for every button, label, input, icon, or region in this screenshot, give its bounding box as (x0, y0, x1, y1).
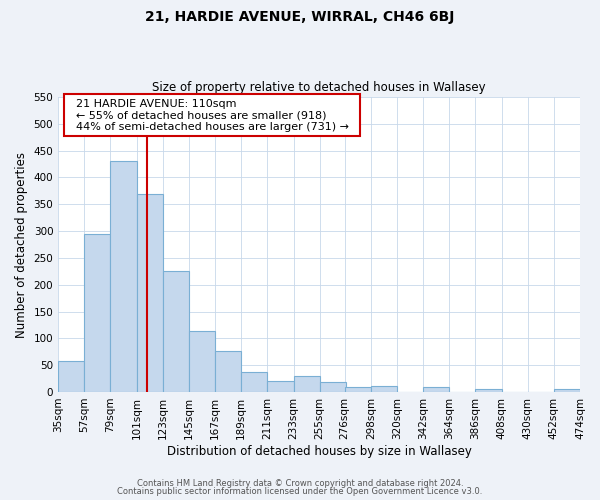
Bar (371, 386, 397, 392)
Bar (189, 332, 215, 392)
Text: 21 HARDIE AVENUE: 110sqm  
  ← 55% of detached houses are smaller (918)  
  44% : 21 HARDIE AVENUE: 110sqm ← 55% of detach… (68, 98, 356, 132)
Bar (320, 382, 346, 392)
Title: Size of property relative to detached houses in Wallasey: Size of property relative to detached ho… (152, 82, 486, 94)
Bar (85, 234, 110, 392)
Text: 21, HARDIE AVENUE, WIRRAL, CH46 6BJ: 21, HARDIE AVENUE, WIRRAL, CH46 6BJ (145, 10, 455, 24)
Bar (554, 390, 580, 392)
Bar (163, 272, 189, 392)
Bar (293, 376, 320, 392)
Bar (137, 194, 163, 392)
Y-axis label: Number of detached properties: Number of detached properties (15, 152, 28, 338)
Text: Contains public sector information licensed under the Open Government Licence v3: Contains public sector information licen… (118, 487, 482, 496)
Bar (58, 362, 85, 392)
Bar (475, 390, 502, 392)
Bar (241, 372, 268, 392)
Bar (344, 386, 371, 392)
Bar (110, 162, 137, 392)
Bar (215, 351, 241, 392)
X-axis label: Distribution of detached houses by size in Wallasey: Distribution of detached houses by size … (167, 444, 472, 458)
Bar (268, 380, 293, 392)
Text: Contains HM Land Registry data © Crown copyright and database right 2024.: Contains HM Land Registry data © Crown c… (137, 478, 463, 488)
Bar (423, 387, 449, 392)
